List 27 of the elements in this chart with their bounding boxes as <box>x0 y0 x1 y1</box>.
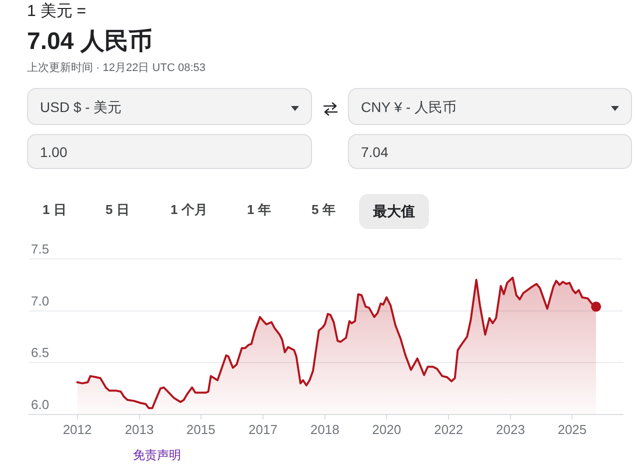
input-field: 7.04 <box>348 134 632 169</box>
y-tick-label: 7.0 <box>31 293 50 308</box>
text: 1 日 <box>42 202 66 218</box>
text: 1 个月 <box>170 202 208 218</box>
text: 1 美元 = <box>27 3 86 22</box>
y-tick-label: 6.5 <box>31 345 50 360</box>
text: 1 年 <box>247 202 271 218</box>
x-tick-label: 2020 <box>372 422 402 437</box>
x-tick-label: 2012 <box>62 422 92 437</box>
y-tick-label: 6.0 <box>31 396 50 412</box>
x-tick-label: 2013 <box>124 422 154 437</box>
select-field: USD $ - 美元 <box>27 88 312 125</box>
text: 5 日 <box>106 202 130 218</box>
x-tick-label: 2018 <box>310 422 340 437</box>
x-tick-label: 2017 <box>248 422 278 437</box>
x-tick-label: 2025 <box>558 422 587 437</box>
select-field: CNY ¥ - 人民币 <box>348 88 632 125</box>
x-tick-label: 2015 <box>186 422 216 437</box>
chart-subtitle: 上次更新时间 · 12月22日 UTC 08:53 <box>27 62 206 75</box>
chart-title: 7.04 人民币 <box>27 28 152 56</box>
text: 免责声明 <box>133 448 181 463</box>
input-field: 1.00 <box>27 134 312 169</box>
x-tick-label: 2023 <box>496 422 525 437</box>
x-tick-label: 2022 <box>434 422 464 437</box>
text: 5 年 <box>312 202 336 218</box>
y-tick-label: 7.5 <box>31 242 50 257</box>
tab-button: 最大值 <box>359 194 429 229</box>
